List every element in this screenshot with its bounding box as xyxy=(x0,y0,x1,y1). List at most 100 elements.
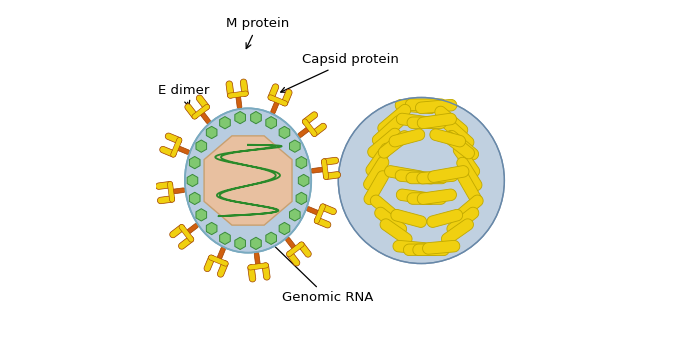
Polygon shape xyxy=(393,240,430,254)
Polygon shape xyxy=(403,244,440,256)
Polygon shape xyxy=(240,79,248,96)
Polygon shape xyxy=(451,195,483,224)
Polygon shape xyxy=(196,209,207,221)
Polygon shape xyxy=(302,112,318,125)
Polygon shape xyxy=(289,140,300,152)
Polygon shape xyxy=(185,104,198,119)
Polygon shape xyxy=(405,99,447,110)
Polygon shape xyxy=(367,128,400,158)
Polygon shape xyxy=(196,140,207,152)
Polygon shape xyxy=(372,116,404,146)
Polygon shape xyxy=(395,170,437,184)
Polygon shape xyxy=(423,240,460,254)
Polygon shape xyxy=(417,170,458,184)
Polygon shape xyxy=(428,166,469,182)
Text: E dimer: E dimer xyxy=(157,84,209,106)
Polygon shape xyxy=(170,225,185,238)
Polygon shape xyxy=(209,255,228,266)
Polygon shape xyxy=(184,223,199,235)
Polygon shape xyxy=(380,219,412,245)
Polygon shape xyxy=(279,126,290,139)
Polygon shape xyxy=(314,204,325,223)
Polygon shape xyxy=(171,138,182,157)
Polygon shape xyxy=(320,204,336,215)
Polygon shape xyxy=(395,99,437,114)
Polygon shape xyxy=(254,252,260,268)
Polygon shape xyxy=(447,207,479,235)
Polygon shape xyxy=(204,255,215,271)
Polygon shape xyxy=(312,123,326,136)
Polygon shape xyxy=(262,263,270,280)
Polygon shape xyxy=(250,237,261,249)
Polygon shape xyxy=(160,146,176,157)
Polygon shape xyxy=(168,182,175,202)
Polygon shape xyxy=(287,251,299,266)
Polygon shape xyxy=(207,126,217,139)
Polygon shape xyxy=(378,104,411,134)
Text: Capsid protein: Capsid protein xyxy=(281,53,399,92)
Polygon shape xyxy=(219,117,230,129)
Polygon shape xyxy=(289,209,300,221)
Polygon shape xyxy=(226,81,234,98)
Polygon shape xyxy=(204,136,292,225)
Polygon shape xyxy=(189,192,200,205)
Polygon shape xyxy=(446,130,479,160)
Polygon shape xyxy=(235,112,246,124)
Polygon shape xyxy=(407,193,446,204)
Polygon shape xyxy=(248,263,269,270)
Polygon shape xyxy=(363,157,389,190)
Polygon shape xyxy=(236,93,242,109)
Polygon shape xyxy=(170,188,186,194)
Circle shape xyxy=(339,97,504,264)
Polygon shape xyxy=(441,118,474,148)
Polygon shape xyxy=(287,242,304,257)
Polygon shape xyxy=(178,236,194,249)
Polygon shape xyxy=(217,261,228,277)
Polygon shape xyxy=(427,209,462,227)
Polygon shape xyxy=(364,171,388,205)
Polygon shape xyxy=(413,244,450,256)
Polygon shape xyxy=(279,222,290,235)
Polygon shape xyxy=(370,195,402,224)
Polygon shape xyxy=(396,113,435,129)
Polygon shape xyxy=(187,174,198,187)
Polygon shape xyxy=(268,95,287,106)
Polygon shape xyxy=(199,110,211,124)
Polygon shape xyxy=(235,237,246,249)
Polygon shape xyxy=(314,217,331,228)
Polygon shape xyxy=(389,129,425,147)
Polygon shape xyxy=(384,166,425,182)
Polygon shape xyxy=(375,207,406,235)
Ellipse shape xyxy=(185,108,311,253)
Polygon shape xyxy=(266,117,277,129)
Polygon shape xyxy=(297,126,312,138)
Polygon shape xyxy=(179,225,194,242)
Polygon shape xyxy=(302,119,317,136)
Polygon shape xyxy=(219,232,230,244)
Polygon shape xyxy=(207,222,217,235)
Polygon shape xyxy=(271,99,280,114)
Text: Genomic RNA: Genomic RNA xyxy=(260,232,374,304)
Text: M protein: M protein xyxy=(226,17,289,49)
Polygon shape xyxy=(296,192,307,205)
Polygon shape xyxy=(311,167,327,173)
Polygon shape xyxy=(391,209,427,227)
Polygon shape xyxy=(407,117,446,129)
Polygon shape xyxy=(285,237,297,251)
Polygon shape xyxy=(155,182,173,190)
Polygon shape xyxy=(227,91,248,98)
Polygon shape xyxy=(443,131,474,159)
Polygon shape xyxy=(298,174,309,187)
Polygon shape xyxy=(166,133,182,144)
Polygon shape xyxy=(454,144,480,177)
Polygon shape xyxy=(417,189,456,204)
Polygon shape xyxy=(396,189,435,204)
Polygon shape xyxy=(322,157,339,165)
Polygon shape xyxy=(415,99,457,114)
Polygon shape xyxy=(441,219,473,245)
Polygon shape xyxy=(268,84,279,100)
Polygon shape xyxy=(457,157,482,191)
Polygon shape xyxy=(266,232,277,244)
Polygon shape xyxy=(298,242,312,257)
Polygon shape xyxy=(174,145,190,154)
